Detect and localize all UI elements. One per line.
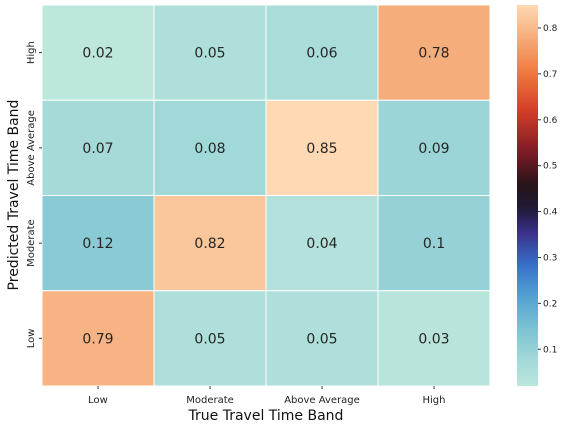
x-axis-title: True Travel Time Band (188, 408, 344, 424)
heatmap-cell (265, 290, 379, 387)
heatmap-cell (377, 4, 491, 101)
colorbar-tick-label: 0.1 (543, 345, 557, 355)
heatmap-cell (153, 290, 267, 387)
colorbar (517, 5, 538, 386)
heatmap-cell (265, 4, 379, 101)
cell-value-label: 0.05 (306, 331, 337, 347)
cell-value-label: 0.78 (418, 46, 449, 62)
cell-value-label: 0.85 (306, 141, 337, 157)
cell-value-label: 0.79 (82, 331, 113, 347)
colorbar-tick-label: 0.8 (543, 24, 558, 34)
cell-value-label: 0.12 (82, 236, 113, 252)
y-tick-label: Low (26, 329, 37, 349)
cell-value-label: 0.08 (194, 141, 225, 157)
colorbar-tick-label: 0.2 (543, 299, 557, 309)
heatmap-cell (41, 4, 155, 101)
heatmap-cell (377, 99, 491, 196)
y-axis-title: Predicted Travel Time Band (6, 100, 22, 291)
y-tick-label: Moderate (26, 219, 37, 267)
colorbar-tick-label: 0.4 (543, 208, 558, 218)
colorbar-ticks: 0.1 0.2 0.3 0.4 0.5 0.6 0.7 0.8 (538, 24, 558, 355)
x-tick-label: Low (88, 395, 108, 406)
colorbar-tick-label: 0.7 (543, 70, 557, 80)
heatmap-cell (377, 195, 491, 292)
heatmap-cell (153, 99, 267, 196)
colorbar-tick-label: 0.5 (543, 162, 557, 172)
cell-value-label: 0.04 (306, 236, 337, 252)
cell-value-label: 0.06 (306, 46, 337, 62)
cell-value-label: 0.03 (418, 331, 449, 347)
colorbar-tick-label: 0.6 (543, 116, 558, 126)
y-tick-label: Above Average (26, 110, 37, 186)
heatmap-cell (153, 195, 267, 292)
cell-value-label: 0.07 (82, 141, 113, 157)
heatmap-cell (153, 4, 267, 101)
x-tick-labels: Low Moderate Above Average High (88, 386, 445, 406)
cell-value-label: 0.82 (194, 236, 225, 252)
y-tick-labels: High Above Average Moderate Low (26, 41, 42, 348)
cell-value-label: 0.1 (423, 236, 445, 252)
colorbar-tick-label: 0.3 (543, 253, 557, 263)
cell-value-label: 0.02 (82, 46, 113, 62)
x-tick-label: Above Average (284, 395, 360, 406)
y-tick-label: High (26, 41, 37, 64)
cell-value-label: 0.05 (194, 331, 225, 347)
x-tick-label: Moderate (186, 395, 234, 406)
heatmap-cell (377, 290, 491, 387)
cell-value-label: 0.09 (418, 141, 449, 157)
heatmap-cell (41, 99, 155, 196)
heatmap-cell (41, 290, 155, 387)
cell-value-label: 0.05 (194, 46, 225, 62)
heatmap-cells: 0.02 0.05 0.06 0.78 0.07 0.08 0.85 0.09 0.12 0.82… (41, 4, 491, 387)
x-tick-label: High (423, 395, 446, 406)
